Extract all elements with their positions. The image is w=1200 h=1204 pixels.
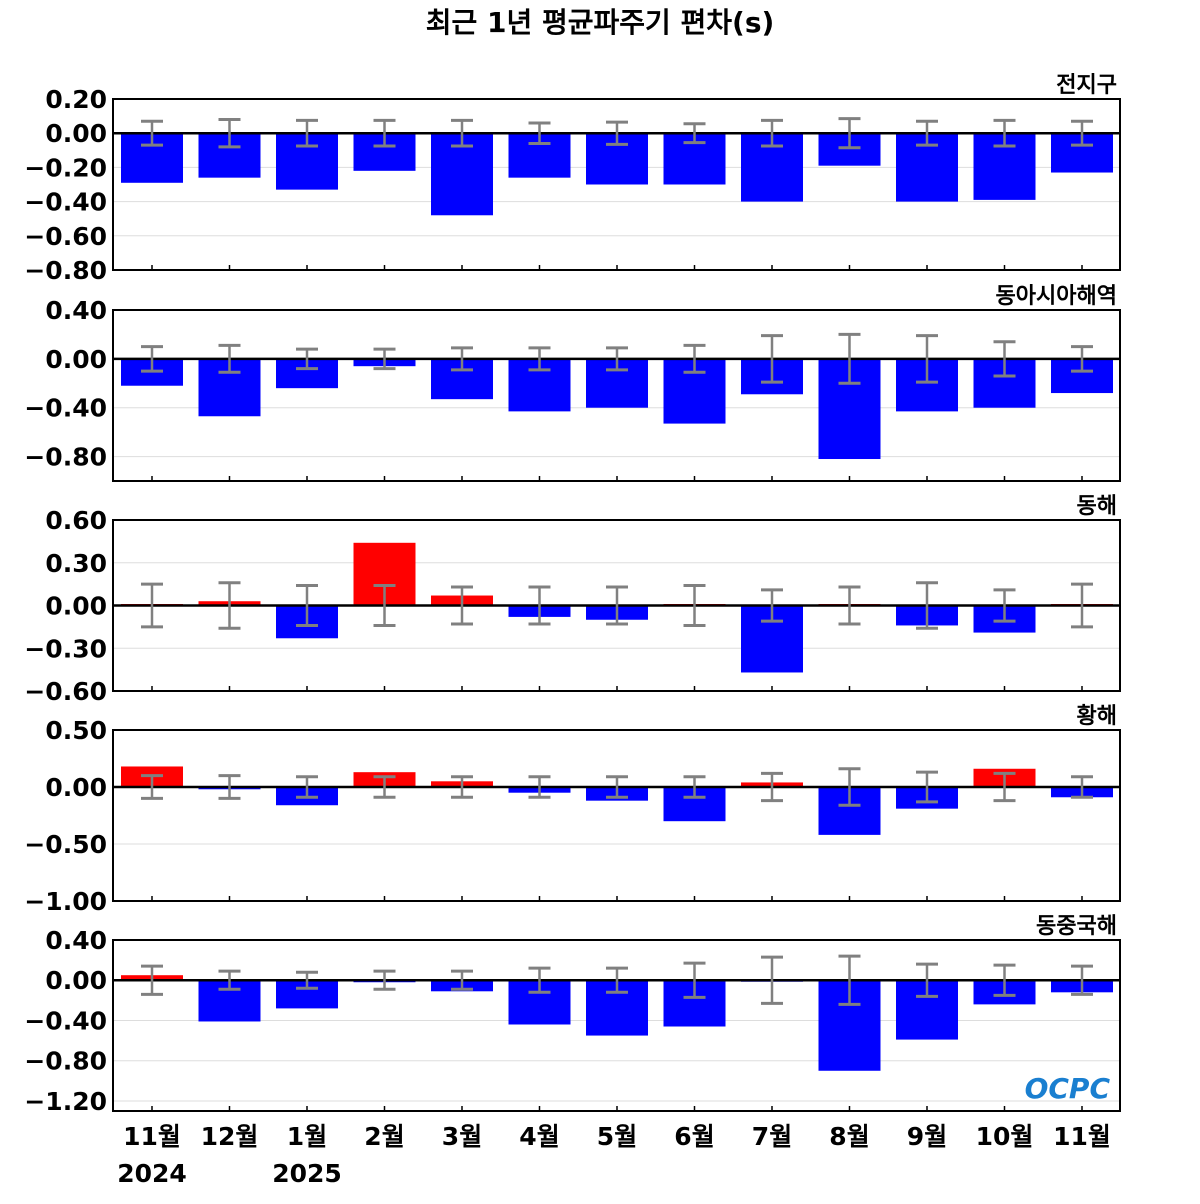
x-tick-label: 12월 [201,1122,259,1151]
panel-0: 전지구 0.20 0.00 −0.20 −0.40 −0.60 −0.80 [24,73,1121,285]
y-tick-label: −0.40 [24,1006,107,1035]
panel-3: 황해 0.50 0.00 −0.50 −1.00 [24,704,1121,916]
plot-frame [112,939,1121,1112]
x-tick-label: 3월 [442,1122,482,1151]
chart-title: 최근 1년 평균파주기 편차(s) [426,6,775,39]
ocpc-logo: OCPC [1025,1072,1111,1105]
year-label: 2024 [117,1159,187,1188]
y-tick-label: 0.00 [45,592,107,621]
y-tick-label: 0.40 [45,296,107,325]
y-tick-label: −0.80 [24,256,107,285]
y-tick-label: −0.60 [24,677,107,706]
y-tick-label: 0.00 [45,773,107,802]
x-tick-label: 2월 [364,1122,404,1151]
panel-1: 동아시아해역 0.40 0.00 −0.40 −0.80 [24,284,1121,482]
x-tick-label: 1월 [287,1122,327,1151]
panel-4: 동중국해 0.40 0.00 −0.40 −0.80 −1.20 [24,914,1121,1116]
y-tick-label: 0.60 [45,506,107,535]
x-tick-label: 8월 [829,1122,869,1151]
x-tick-label: 5월 [597,1122,637,1151]
y-tick-label: 0.00 [45,966,107,995]
y-tick-label: −0.80 [24,443,107,472]
plot-frame [112,519,1121,692]
y-tick-label: −0.20 [24,153,107,182]
plot-frame [112,729,1121,902]
y-tick-label: 0.50 [45,716,107,745]
x-tick-label: 4월 [519,1122,559,1151]
year-label: 2025 [272,1159,342,1188]
x-tick-label: 11월 [123,1122,181,1151]
y-tick-label: −0.60 [24,222,107,251]
x-tick-label: 10월 [976,1122,1034,1151]
y-tick-label: 0.00 [45,345,107,374]
y-tick-label: 0.20 [45,85,107,114]
x-tick-label: 11월 [1053,1122,1111,1151]
plot-frame [112,98,1121,271]
y-tick-label: −0.40 [24,394,107,423]
panel-title: 전지구 [1056,73,1117,98]
x-tick-label: 7월 [752,1122,792,1151]
y-tick-label: −0.40 [24,188,107,217]
x-tick-label: 6월 [674,1122,714,1151]
panel-title: 황해 [1077,704,1117,729]
panel-2: 동해 0.60 0.30 0.00 −0.30 −0.60 [24,494,1121,706]
x-tick-label: 9월 [907,1122,947,1151]
y-tick-label: −1.20 [24,1087,107,1116]
y-tick-label: 0.00 [45,119,107,148]
y-tick-label: −0.80 [24,1047,107,1076]
y-tick-label: −0.50 [24,830,107,859]
y-tick-label: 0.30 [45,549,107,578]
y-tick-label: −0.30 [24,634,107,663]
panel-title: 동중국해 [1036,914,1117,939]
plot-frame [112,309,1121,482]
y-tick-label: −1.00 [24,887,107,916]
panel-title: 동해 [1077,494,1117,519]
y-tick-label: 0.40 [45,926,107,955]
panel-title: 동아시아해역 [996,284,1117,309]
